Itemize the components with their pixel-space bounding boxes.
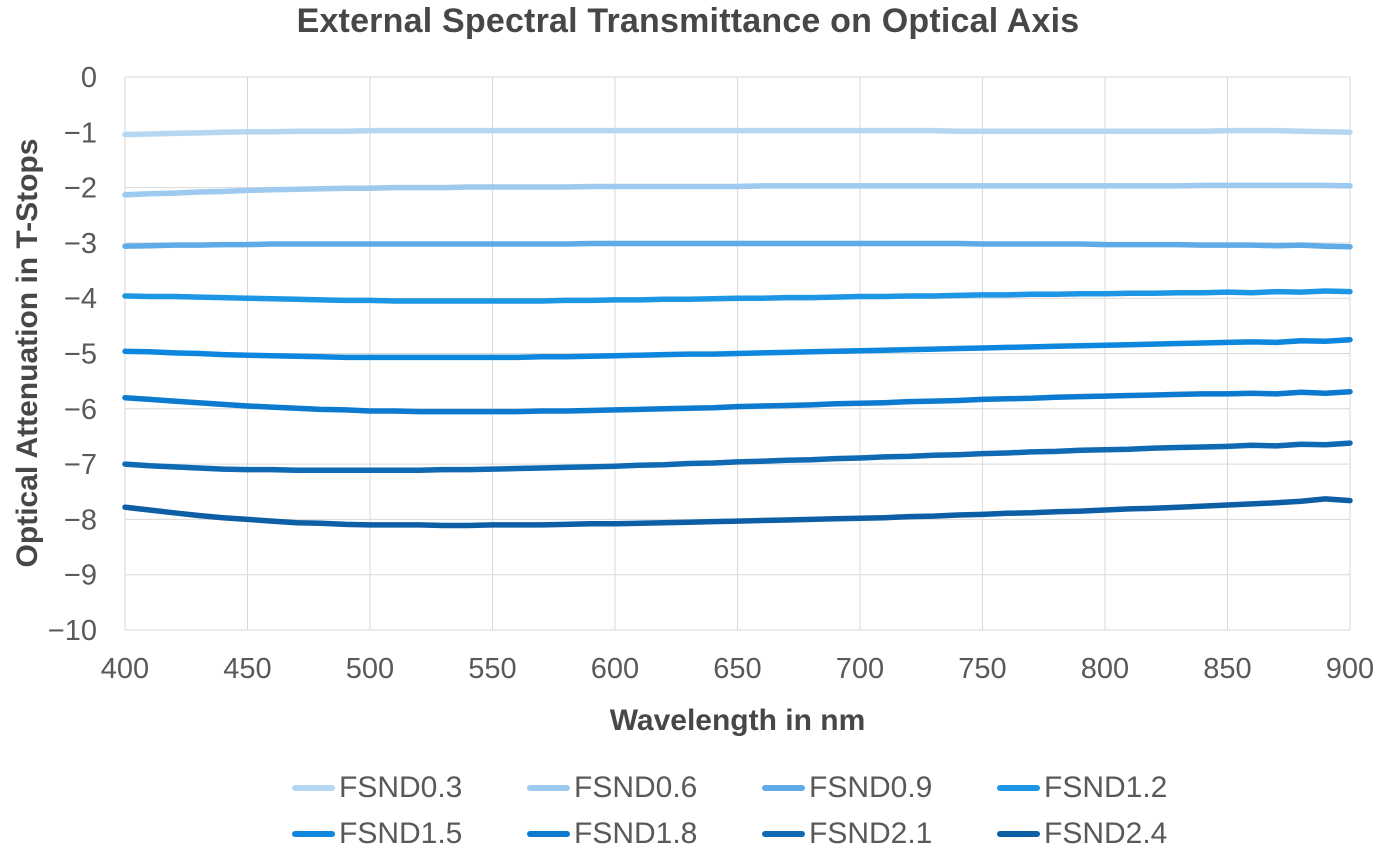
legend-label: FSND2.1 [809, 817, 933, 850]
x-tick-label: 850 [1203, 653, 1251, 685]
y-tick-label: −8 [64, 504, 97, 536]
legend-label: FSND0.6 [574, 771, 698, 804]
legend-marker-icon [997, 831, 1040, 837]
legend-label: FSND1.5 [339, 817, 463, 850]
legend-item-FSND0.6: FSND0.6 [527, 771, 697, 805]
x-tick-label: 400 [101, 653, 149, 685]
y-tick-label: −2 [64, 173, 97, 205]
series-line-FSND0.6 [122, 182, 1353, 198]
legend-item-FSND1.8: FSND1.8 [527, 817, 697, 851]
series-line-FSND1.8 [122, 388, 1353, 415]
y-tick-label: −9 [64, 560, 97, 592]
x-tick-label: 750 [958, 653, 1006, 685]
y-tick-label: −3 [64, 228, 97, 260]
legend-marker-icon [762, 785, 805, 791]
y-tick-label: −10 [48, 615, 97, 647]
x-tick-label: 800 [1081, 653, 1129, 685]
legend-marker-icon [997, 785, 1040, 791]
legend-marker-icon [292, 785, 335, 791]
y-tick-label: −6 [64, 394, 97, 426]
y-tick-label: 0 [81, 62, 97, 94]
x-tick-label: 550 [468, 653, 516, 685]
x-tick-label: 500 [346, 653, 394, 685]
series-line-FSND2.1 [122, 440, 1353, 473]
series-line-FSND0.9 [122, 240, 1353, 250]
legend-label: FSND0.9 [809, 771, 933, 804]
legend-marker-icon [762, 831, 805, 837]
legend-label: FSND2.4 [1044, 817, 1168, 850]
legend-marker-icon [527, 831, 570, 837]
x-tick-label: 650 [713, 653, 761, 685]
legend-item-FSND1.2: FSND1.2 [997, 771, 1167, 805]
legend-item-FSND0.9: FSND0.9 [762, 771, 932, 805]
legend-item-FSND1.5: FSND1.5 [292, 817, 462, 851]
y-tick-label: −7 [64, 449, 97, 481]
legend-label: FSND1.2 [1044, 771, 1168, 804]
x-axis-title: Wavelength in nm [609, 704, 866, 737]
series-line-FSND1.2 [122, 288, 1353, 304]
x-tick-label: 450 [223, 653, 271, 685]
x-tick-label: 700 [836, 653, 884, 685]
series-line-FSND2.4 [122, 496, 1353, 529]
x-tick-label: 900 [1326, 653, 1374, 685]
legend-marker-icon [292, 831, 335, 837]
series-line-FSND1.5 [122, 336, 1353, 361]
y-tick-label: −4 [64, 283, 97, 315]
legend-label: FSND0.3 [339, 771, 463, 804]
legend-item-FSND2.1: FSND2.1 [762, 817, 932, 851]
legend-marker-icon [527, 785, 570, 791]
x-tick-label: 600 [591, 653, 639, 685]
legend-item-FSND2.4: FSND2.4 [997, 817, 1167, 851]
chart-title: External Spectral Transmittance on Optic… [296, 2, 1080, 40]
series-line-FSND0.3 [122, 127, 1353, 138]
legend-item-FSND0.3: FSND0.3 [292, 771, 462, 805]
legend-label: FSND1.8 [574, 817, 698, 850]
y-tick-label: −5 [64, 339, 97, 371]
y-tick-label: −1 [64, 117, 97, 149]
